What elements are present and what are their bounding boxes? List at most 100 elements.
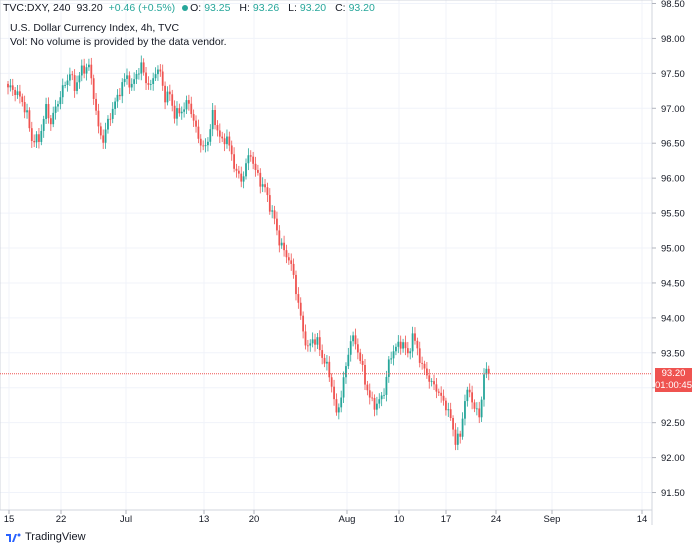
footer-branding[interactable]: TradingView — [5, 531, 86, 543]
candle-body — [471, 392, 473, 403]
symbol-label[interactable]: TVC:DXY, 240 — [3, 2, 71, 14]
y-tick-label: 91.50 — [661, 488, 685, 499]
candle-body — [418, 348, 421, 363]
candle-body — [171, 94, 174, 106]
candle-body — [207, 141, 209, 146]
y-tick-label: 94.00 — [661, 313, 685, 324]
symbol-header: TVC:DXY, 240 93.20 +0.46 (+0.5%) O: 93.25… — [3, 2, 381, 14]
candle-body — [7, 83, 9, 88]
candle-body — [337, 407, 340, 413]
candle-body — [216, 125, 219, 131]
candle-body — [335, 399, 338, 413]
candle-body — [140, 62, 143, 74]
candle-body — [111, 108, 114, 119]
time-axis[interactable]: 15 22 Jul 13 20 Aug 10 17 24 Sep 14 — [4, 510, 648, 525]
candle-body — [211, 109, 214, 130]
candle-body — [21, 96, 24, 103]
candle-body — [183, 109, 186, 112]
candle-body — [390, 358, 393, 360]
candle-body — [52, 112, 55, 125]
current-price-tag: 93.20 — [655, 367, 692, 380]
candle-body — [161, 71, 164, 86]
x-tick-label: 17 — [441, 514, 452, 525]
candle-body — [99, 126, 102, 136]
status-dot-icon — [182, 4, 189, 11]
candle-body — [342, 377, 345, 398]
candles — [7, 55, 490, 451]
candle-body — [42, 118, 45, 131]
candle-body — [299, 302, 302, 316]
candle-body — [442, 395, 445, 401]
candle-body — [9, 85, 12, 88]
candle-body — [164, 85, 166, 103]
y-tick-label: 98.50 — [661, 0, 685, 10]
y-tick-label: 93.50 — [661, 348, 685, 359]
candle-body — [92, 78, 95, 99]
candle-body — [411, 333, 414, 352]
candle-body — [142, 62, 145, 73]
candle-body — [159, 69, 162, 72]
candle-body — [114, 101, 116, 109]
candle-body — [464, 401, 466, 419]
candle-body — [126, 75, 128, 79]
candle-body — [459, 433, 462, 437]
candle-body — [387, 359, 390, 377]
candle-body — [364, 364, 366, 385]
candle-body — [78, 75, 81, 83]
candle-body — [359, 352, 362, 361]
candle-body — [80, 65, 83, 76]
candle-body — [185, 100, 188, 110]
candle-body — [406, 348, 409, 354]
candle-body — [306, 345, 309, 347]
x-tick-label: Aug — [339, 514, 356, 525]
candle-body — [187, 100, 190, 104]
candle-body — [197, 126, 200, 139]
candle-body — [361, 360, 364, 365]
candle-body — [376, 403, 378, 410]
candle-body — [90, 64, 93, 79]
candle-body — [252, 156, 255, 164]
candle-body — [133, 79, 136, 84]
candle-body — [485, 368, 488, 375]
candle-body — [295, 274, 297, 295]
candle-body — [352, 335, 354, 342]
candle-body — [64, 84, 67, 86]
candle-body — [121, 82, 124, 97]
plot-area[interactable] — [0, 0, 653, 511]
candle-body — [102, 135, 105, 143]
candle-body — [311, 339, 314, 344]
x-tick-label: 22 — [56, 514, 67, 525]
candle-body — [228, 136, 231, 146]
candle-body — [209, 129, 212, 142]
candle-body — [395, 346, 397, 352]
candle-body — [366, 384, 369, 391]
candle-body — [402, 342, 404, 349]
candle-body — [454, 429, 457, 445]
candle-body — [152, 78, 155, 85]
candle-body — [223, 138, 226, 145]
grid-lines — [0, 0, 652, 510]
candle-body — [447, 409, 450, 411]
candle-body — [128, 75, 131, 88]
candle-body — [230, 145, 233, 155]
candle-body — [456, 433, 459, 445]
candle-body — [318, 337, 321, 351]
candle-body — [104, 129, 107, 143]
candle-body — [283, 242, 285, 251]
candle-body — [245, 163, 247, 177]
price-axis[interactable]: 91.5092.0092.5093.0093.5094.0094.5095.00… — [652, 0, 685, 499]
candle-body — [261, 184, 264, 187]
candle-body — [109, 118, 112, 120]
candle-body — [483, 374, 485, 400]
candle-body — [280, 242, 283, 246]
candle-body — [440, 392, 443, 396]
candle-body — [23, 102, 26, 113]
y-tick-label: 96.00 — [661, 174, 685, 185]
y-tick-label: 97.00 — [661, 104, 685, 115]
chart-title: U.S. Dollar Currency Index, 4h, TVC — [10, 22, 180, 34]
candle-body — [314, 339, 316, 345]
x-tick-label: Jul — [120, 514, 132, 525]
candle-body — [138, 73, 140, 75]
y-tick-label: 98.00 — [661, 34, 685, 45]
